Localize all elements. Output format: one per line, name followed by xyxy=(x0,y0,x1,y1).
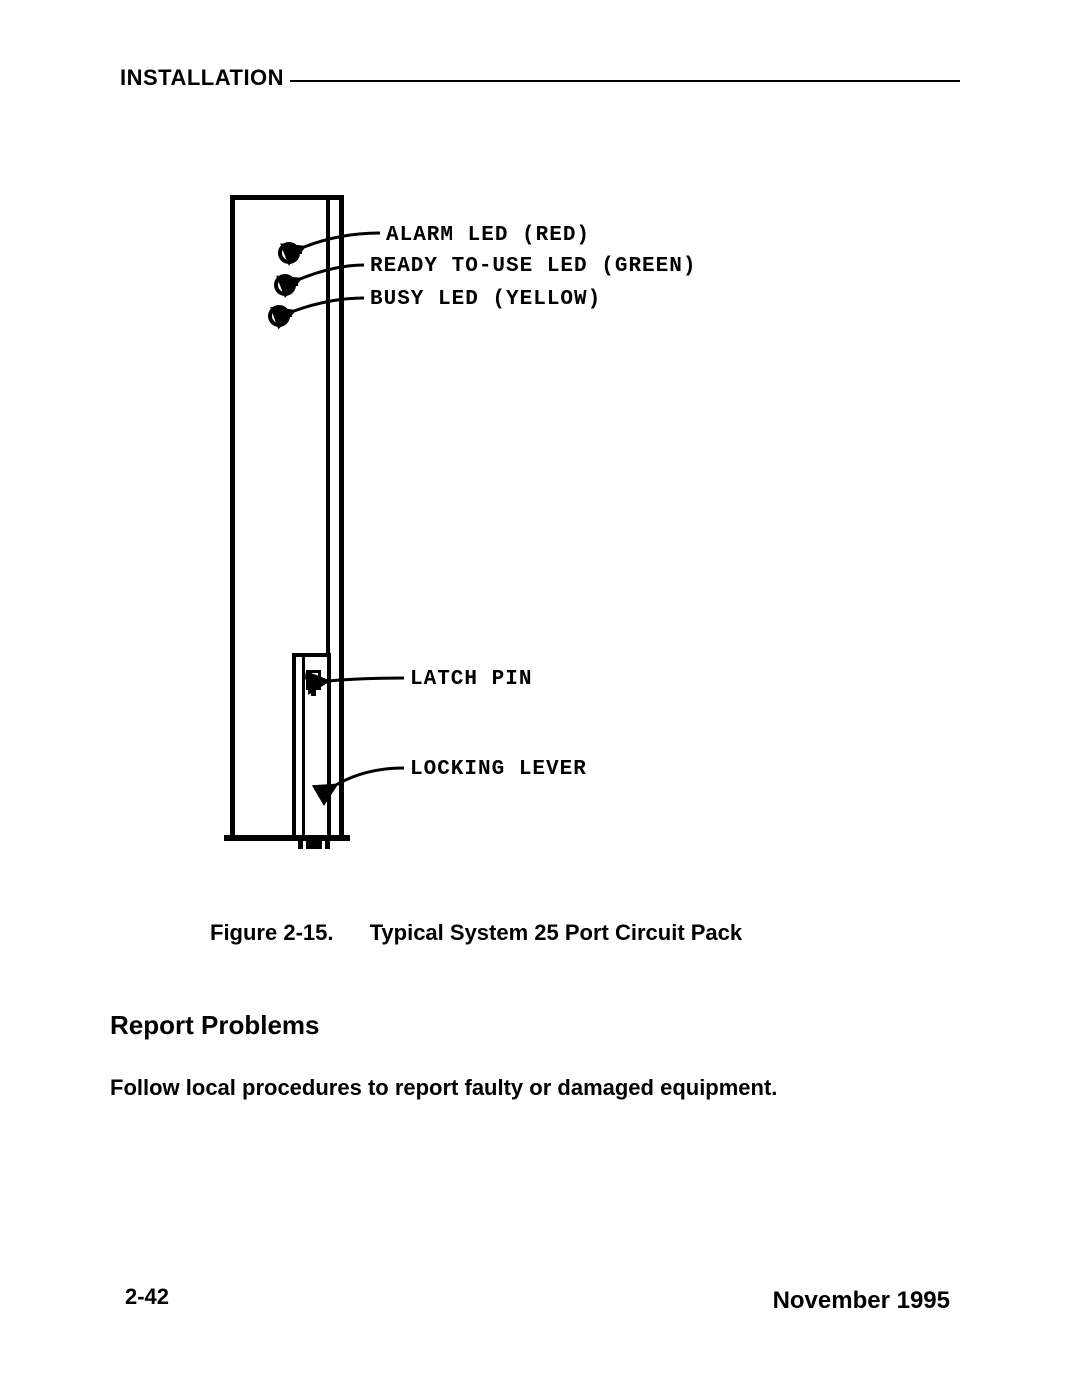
ready-led-label: READY TO-USE LED (GREEN) xyxy=(370,255,696,278)
figure-caption: Figure 2-15. Typical System 25 Port Circ… xyxy=(210,920,742,946)
latch-pin-label: LATCH PIN xyxy=(410,668,532,691)
busy-led-label: BUSY LED (YELLOW) xyxy=(370,288,601,311)
header-rule xyxy=(290,80,960,82)
alarm-led-label: ALARM LED (RED) xyxy=(386,224,590,247)
figure-title: Typical System 25 Port Circuit Pack xyxy=(370,920,743,945)
header-title: INSTALLATION xyxy=(120,65,284,91)
section-heading: Report Problems xyxy=(110,1010,320,1041)
page: INSTALLATION xyxy=(0,0,1080,1395)
locking-lever-label: LOCKING LEVER xyxy=(410,758,587,781)
page-number: 2-42 xyxy=(125,1284,169,1310)
body-text: Follow local procedures to report faulty… xyxy=(110,1075,777,1101)
footer-date: November 1995 xyxy=(773,1287,950,1315)
circuit-pack-figure: ALARM LED (RED) READY TO-USE LED (GREEN)… xyxy=(230,195,870,885)
figure-number: Figure 2-15. xyxy=(210,920,333,945)
